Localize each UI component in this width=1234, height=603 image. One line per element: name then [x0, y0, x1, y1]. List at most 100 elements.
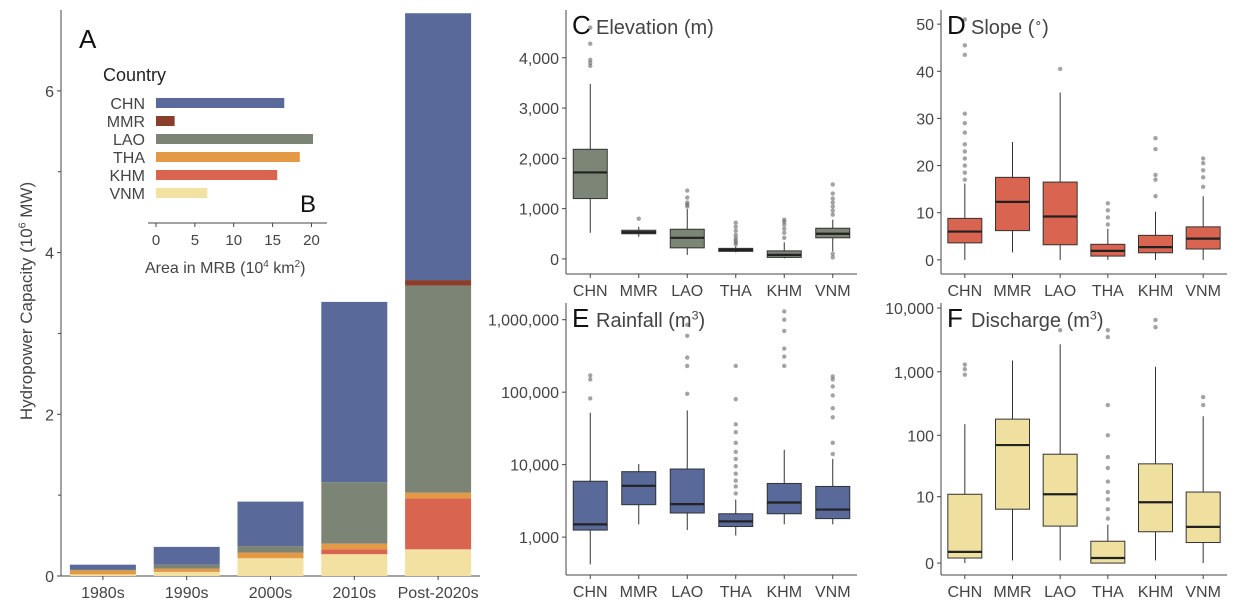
box-D-khm — [1138, 234, 1173, 254]
outlier-E-3-10 — [733, 396, 738, 402]
tick-label-E-y: 10,000 — [510, 458, 559, 475]
axis-title-a-y-part: Hydropower Capacity (10 — [17, 228, 36, 420]
outlier-C-3-7 — [733, 220, 738, 225]
tick-label-F-x: VNM — [1185, 584, 1221, 601]
panel-title-f-part: ) — [1097, 310, 1104, 332]
outlier-E-5-0 — [830, 451, 835, 457]
tick-label-D-x: LAO — [1044, 283, 1076, 300]
outlier-D-3-2 — [1105, 208, 1111, 213]
bar-a-khm-4 — [405, 498, 472, 550]
outlier-E-3-9 — [733, 422, 738, 427]
tick-label-E-x: MMR — [620, 584, 658, 601]
outlier-D-5-0 — [1200, 184, 1206, 189]
outlier-E-2-0 — [685, 391, 690, 396]
outlier-C-5-1 — [830, 208, 835, 213]
outlier-C-0-3 — [588, 41, 593, 46]
bar-label-b: MMR — [107, 114, 145, 131]
outlier-C-0-0 — [588, 63, 593, 69]
outlier-C-5-2 — [830, 204, 835, 209]
tick-label-F-x: THA — [1092, 584, 1124, 601]
axis-title-a-y-part: MW) — [17, 182, 36, 223]
panel-letter-c: C — [572, 10, 591, 40]
tick-label-a-x: 2010s — [333, 585, 377, 602]
outlier-F-5-1 — [1200, 394, 1206, 400]
tick-label-C-y: 0 — [550, 252, 559, 269]
outlier-E-3-11 — [733, 363, 738, 369]
bar-b-khm — [156, 170, 278, 180]
bar-a-lao-4 — [405, 285, 472, 493]
panel-title-e-part: 3 — [692, 308, 699, 322]
bar-a-vnm-4 — [405, 549, 472, 576]
axis-title-b-x-part: ) — [300, 260, 305, 277]
bar-a-chn-4 — [405, 13, 472, 281]
outlier-D-0-11 — [962, 17, 968, 22]
panel-letter-f: F — [947, 303, 963, 333]
bar-b-chn — [156, 98, 285, 108]
panel-title-e-part: ) — [698, 310, 705, 332]
outlier-F-5-0 — [1200, 402, 1206, 408]
panel-letter-e: E — [572, 303, 589, 333]
bar-label-b: VNM — [109, 186, 145, 203]
tick-label-C-x: CHN — [573, 283, 608, 300]
outlier-C-5-0 — [830, 212, 835, 217]
outlier-C-3-5 — [733, 228, 738, 233]
panel-title-d-part: ∘ — [1034, 15, 1042, 29]
bar-label-b: THA — [113, 150, 145, 167]
outlier-C-0-4 — [588, 25, 593, 30]
bar-a-vnm-2 — [237, 558, 304, 576]
tick-label-E-x: LAO — [671, 584, 703, 601]
outlier-D-0-1 — [962, 170, 968, 175]
outlier-F-3-2 — [1105, 497, 1111, 502]
bar-a-tha-1 — [153, 568, 220, 572]
tick-label-D-y: 40 — [916, 64, 934, 81]
outlier-C-3-3 — [733, 235, 738, 240]
bar-b-tha — [156, 152, 300, 162]
outlier-F-3-1 — [1105, 506, 1111, 512]
legend-title-b: Country — [103, 65, 166, 85]
bar-label-b: LAO — [113, 132, 145, 149]
outlier-E-3-0 — [733, 491, 738, 496]
tick-label-F-y: 0 — [925, 556, 934, 573]
tick-label-E-y: 100,000 — [501, 385, 559, 402]
bar-b-mmr — [156, 116, 175, 126]
outlier-D-0-6 — [962, 130, 968, 135]
outlier-C-5-3 — [830, 200, 835, 205]
tick-label-E-y: 1,000,000 — [488, 313, 559, 330]
tick-label-D-x: MMR — [993, 283, 1031, 300]
box-F-mmr — [995, 418, 1030, 510]
axis-title-b-x-part: Area in MRB (10 — [145, 260, 263, 277]
tick-label-b-x: 0 — [152, 232, 160, 249]
panel-title-c: Elevation (m) — [596, 17, 714, 39]
tick-label-D-y: 30 — [916, 111, 934, 128]
outlier-C-2-4 — [685, 188, 690, 193]
box-E-vnm — [815, 485, 851, 520]
outlier-C-4-1 — [782, 230, 787, 235]
tick-label-a-y: 4 — [45, 246, 54, 263]
tick-label-F-x: KHM — [1138, 584, 1174, 601]
outlier-C-2-3 — [685, 195, 690, 200]
bar-a-tha-2 — [237, 552, 304, 559]
tick-label-b-x: 20 — [303, 232, 320, 249]
bar-a-lao-3 — [321, 482, 388, 544]
outlier-D-2-0 — [1057, 66, 1063, 72]
tick-label-D-y: 0 — [925, 253, 934, 270]
outlier-F-3-4 — [1105, 479, 1111, 484]
bar-a-khm-3 — [321, 549, 388, 555]
bar-a-chn-1 — [153, 546, 220, 565]
tick-label-F-x: CHN — [947, 584, 982, 601]
outlier-E-2-2 — [685, 355, 690, 360]
outlier-C-5-5 — [830, 191, 835, 196]
outlier-E-5-1 — [830, 440, 835, 446]
outlier-E-5-5 — [830, 384, 835, 389]
tick-label-C-x: LAO — [671, 283, 703, 300]
bar-label-b: CHN — [110, 96, 145, 113]
axis-title-b-x-part: 4 — [263, 259, 269, 270]
panel-letter-a: A — [79, 24, 97, 54]
panel-title-e: Rainfall (m3) — [596, 308, 705, 332]
box-E-tha — [718, 513, 754, 528]
tick-label-E-x: KHM — [766, 584, 802, 601]
panel-title-c-part: Elevation (m) — [596, 17, 714, 39]
outlier-E-4-1 — [782, 354, 787, 359]
panel-title-e-part: Rainfall (m — [596, 310, 692, 332]
panel-title-d-part: Slope ( — [971, 17, 1035, 39]
